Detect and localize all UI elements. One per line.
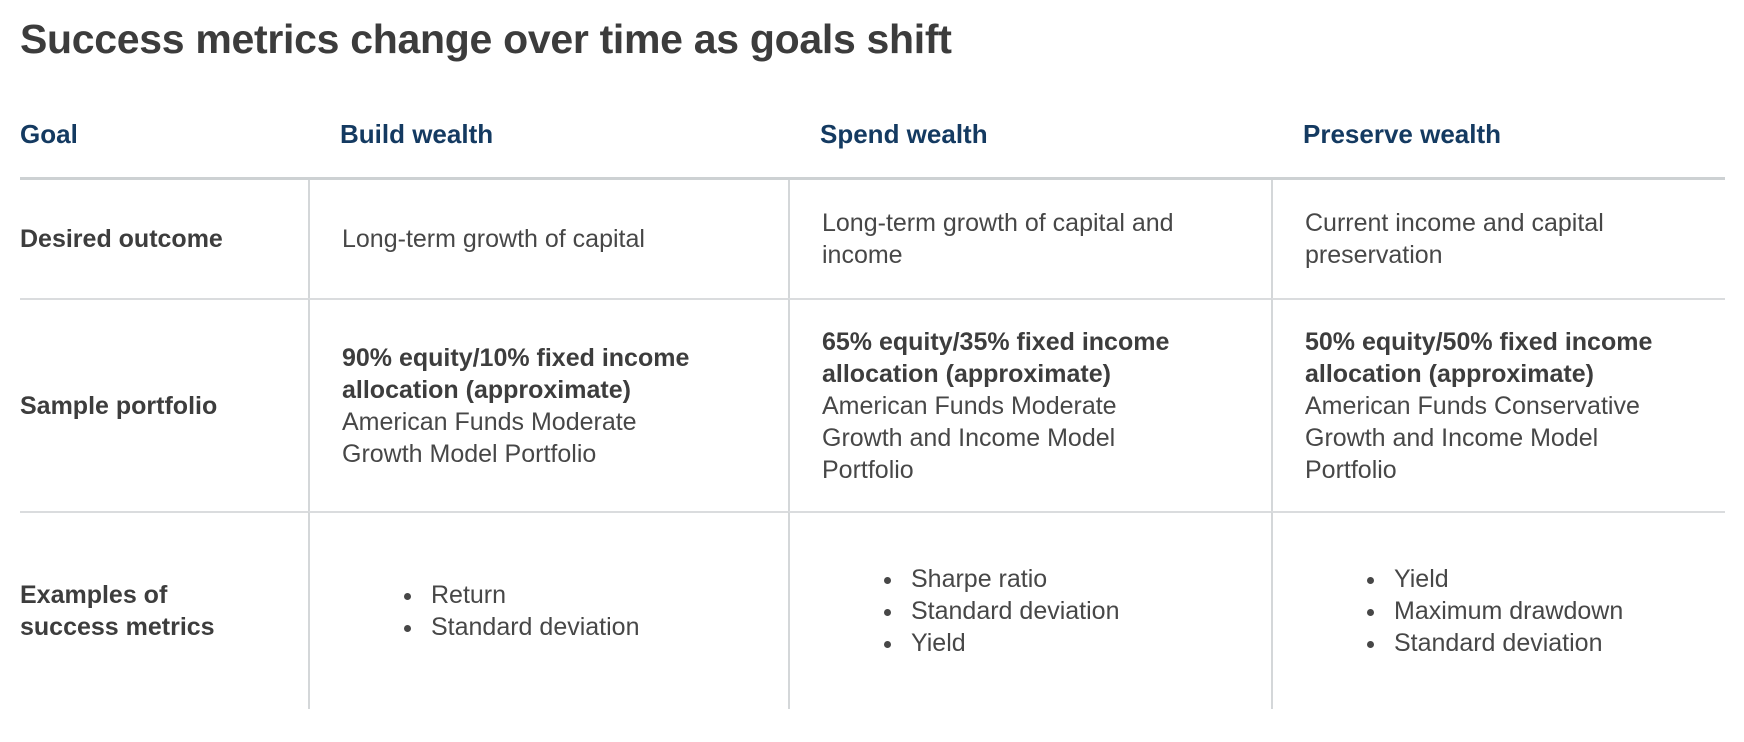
metrics-bullet-list: ReturnStandard deviation: [342, 579, 768, 643]
cell-sample-portfolio-build: 90% equity/10% fixed income allocation (…: [308, 298, 788, 511]
bullet-item: Standard deviation: [1388, 627, 1705, 659]
column-header-goal: Goal: [20, 92, 308, 180]
column-header-preserve-wealth: Preserve wealth: [1271, 92, 1725, 180]
bullet-item: Yield: [1388, 563, 1705, 595]
bullet-item: Yield: [905, 627, 1251, 659]
portfolio-name-text: American Funds Conservative Growth and I…: [1305, 391, 1640, 484]
portfolio-name-text: American Funds Moderate Growth Model Por…: [342, 407, 637, 468]
cell-success-metrics-spend: Sharpe ratioStandard deviationYield: [788, 511, 1271, 709]
bullet-item: Maximum drawdown: [1388, 595, 1705, 627]
bullet-item: Return: [425, 579, 768, 611]
row-label-sample-portfolio: Sample portfolio: [20, 298, 308, 511]
cell-success-metrics-build: ReturnStandard deviation: [308, 511, 788, 709]
metrics-bullet-list: YieldMaximum drawdownStandard deviation: [1305, 563, 1705, 659]
page-title: Success metrics change over time as goal…: [20, 16, 952, 62]
row-label-success-metrics: Examples of success metrics: [20, 511, 308, 709]
cell-sample-portfolio-preserve: 50% equity/50% fixed income allocation (…: [1271, 298, 1725, 511]
bullet-item: Standard deviation: [425, 611, 768, 643]
cell-desired-outcome-build: Long-term growth of capital: [308, 180, 788, 298]
row-label-desired-outcome: Desired outcome: [20, 225, 223, 253]
metrics-bullet-list: Sharpe ratioStandard deviationYield: [822, 563, 1251, 659]
allocation-bold-text: 50% equity/50% fixed income allocation (…: [1305, 327, 1653, 388]
page: Success metrics change over time as goal…: [20, 14, 1725, 709]
cell-desired-outcome-preserve: Current income and capital preservation: [1271, 180, 1725, 298]
cell-sample-portfolio-spend: 65% equity/35% fixed income allocation (…: [788, 298, 1271, 511]
goals-table: Goal Build wealth Spend wealth Preserve …: [20, 92, 1725, 709]
column-header-spend-wealth: Spend wealth: [788, 92, 1271, 180]
bullet-item: Sharpe ratio: [905, 563, 1251, 595]
cell-desired-outcome-spend: Long-term growth of capital and income: [788, 180, 1271, 298]
portfolio-name-text: American Funds Moderate Growth and Incom…: [822, 391, 1117, 484]
cell-success-metrics-preserve: YieldMaximum drawdownStandard deviation: [1271, 511, 1725, 709]
column-header-build-wealth: Build wealth: [308, 92, 788, 180]
bullet-item: Standard deviation: [905, 595, 1251, 627]
allocation-bold-text: 65% equity/35% fixed income allocation (…: [822, 327, 1170, 388]
allocation-bold-text: 90% equity/10% fixed income allocation (…: [342, 343, 690, 404]
